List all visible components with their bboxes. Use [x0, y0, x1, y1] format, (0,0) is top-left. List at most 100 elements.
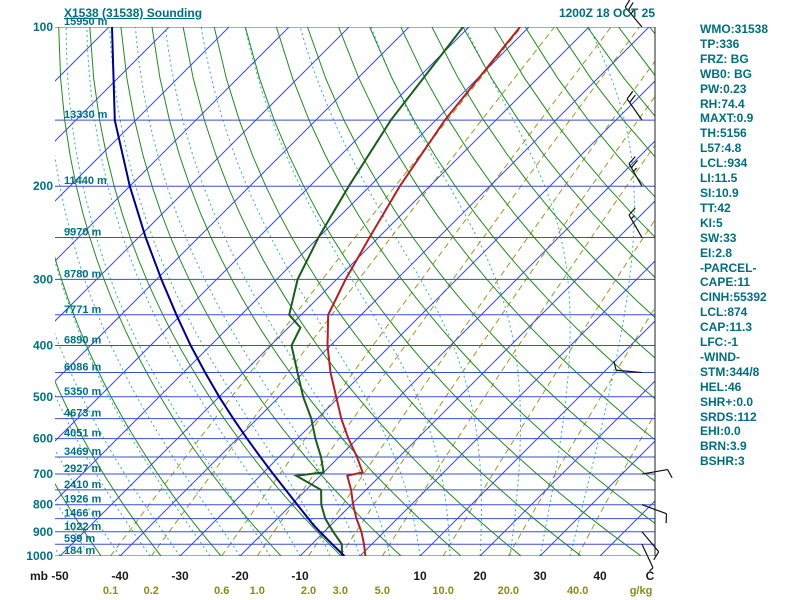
pressure-tick-label: 200: [33, 179, 53, 193]
mixratio-tick-label: 20.0: [498, 585, 519, 597]
pressure-tick-label: 900: [33, 525, 53, 539]
height-label: 599 m: [64, 533, 95, 545]
height-label: 2410 m: [64, 479, 102, 491]
pressure-tick-label: 300: [33, 272, 53, 286]
temp-tick-label: -10: [291, 569, 309, 583]
stats-line: CAPE:11: [700, 275, 751, 290]
isotherm-line: [55, 27, 350, 322]
mixratio-tick-label: 0.2: [144, 585, 159, 597]
mixing-ratio-line: [221, 27, 612, 556]
wind-barb-tick: [626, 90, 634, 100]
height-label: 1926 m: [64, 494, 102, 506]
stats-line: SI:10.9: [700, 185, 739, 200]
stats-line: SRDS:112: [700, 409, 757, 424]
mixratio-tick-label: 3.0: [333, 585, 348, 597]
pressure-tick-label: 600: [33, 432, 53, 446]
chart-background: [55, 27, 655, 556]
pressure-tick-label: 100: [33, 20, 53, 34]
moist-adiabat-line: [55, 448, 121, 556]
isotherm-line: [239, 140, 655, 556]
wind-barb-tick: [667, 469, 673, 479]
height-label: 15950 m: [64, 16, 108, 28]
moist-adiabat-line: [134, 27, 361, 556]
isotherm-line: [59, 27, 590, 556]
wind-barb-tick: [628, 207, 636, 216]
height-label: 6890 m: [64, 334, 102, 346]
moist-adiabat-line: [200, 27, 421, 556]
stats-line: HEL:46: [700, 379, 742, 394]
stats-line: LCL:874: [700, 305, 748, 320]
pressure-tick-label: 400: [33, 338, 53, 352]
pressure-tick-label: 500: [33, 390, 53, 404]
wind-barb-halftick: [633, 167, 638, 172]
dry-adiabat-line: [120, 27, 402, 556]
stats-line: STM:344/8: [700, 364, 760, 379]
stats-line: L57:4.8: [700, 141, 742, 156]
temp-tick-label: -20: [231, 569, 249, 583]
wind-barb-tick: [630, 160, 638, 169]
stats-panel: WMO:31538 TP:336 FRZ: BG WB0: BG PW:0.23 RH:7…: [700, 22, 768, 469]
isotherm-line: [179, 80, 655, 556]
isotherm-line: [539, 440, 655, 556]
mixing-ratio-line: [381, 144, 655, 556]
pressure-axis-unit: mb: [30, 569, 48, 583]
moist-adiabat-line: [55, 154, 241, 556]
mixratio-tick-label: 5.0: [375, 585, 390, 597]
moist-adiabat-line: [55, 259, 211, 556]
temp-tick-label: -50: [51, 569, 69, 583]
isotherm-line: [359, 260, 655, 556]
height-label: 6086 m: [64, 362, 102, 374]
height-label: 7771 m: [64, 304, 102, 316]
temp-tick-label: -30: [171, 569, 189, 583]
mixing-ratio-line: [150, 27, 555, 556]
height-label: 3469 m: [64, 446, 102, 458]
stats-line: EI:2.8: [700, 245, 733, 260]
wind-barb-tick: [628, 156, 636, 165]
pressure-tick-label: 700: [33, 467, 53, 481]
isotherm-line: [55, 27, 410, 382]
isotherm-line: [55, 27, 290, 262]
stats-line: BRN:3.9: [700, 439, 747, 454]
mixratio-axis-unit: g/kg: [630, 585, 653, 597]
dry-adiabat-line: [55, 255, 222, 556]
height-label: 8780 m: [64, 268, 102, 280]
isotherm-line: [55, 27, 530, 502]
temp-tick-label: 30: [533, 569, 547, 583]
temp-axis-unit: C: [646, 569, 655, 583]
datetime-label: 1200Z 18 OCT 25: [558, 6, 655, 20]
wind-barb-shaft: [616, 369, 643, 374]
wind-barb-tick: [653, 551, 660, 561]
stats-line: TT:42: [700, 200, 731, 215]
moist-adiabat-line: [65, 27, 271, 556]
stats-line: SW:33: [700, 230, 737, 245]
stats-line: KI:5: [700, 215, 723, 230]
pressure-tick-label: 1000: [26, 549, 53, 563]
isotherm-line: [55, 27, 470, 442]
wind-barb-tick: [627, 2, 634, 11]
height-label: 2927 m: [64, 463, 102, 475]
wind-barb-tick: [613, 360, 617, 371]
isotherm-line: [55, 27, 230, 202]
isotherm-line: [479, 380, 655, 556]
moist-adiabat-line: [55, 393, 151, 556]
temp-tick-label: 40: [593, 569, 607, 583]
page-title: X1538 (31538) Sounding: [64, 6, 203, 20]
sounding-profiles: [111, 27, 521, 556]
dry-adiabat-line: [151, 27, 462, 556]
wind-barb-shaft: [641, 468, 668, 475]
height-label: 1466 m: [64, 508, 102, 520]
dry-adiabat-line: [55, 380, 162, 556]
height-label: 4673 m: [64, 408, 102, 420]
mixratio-tick-label: 0.1: [103, 585, 118, 597]
isotherm-line: [299, 200, 655, 556]
stats-line: TH:5156: [700, 126, 747, 141]
dewpoint-profile: [288, 27, 464, 556]
stats-line: LCL:934: [700, 156, 748, 171]
mixratio-tick-label: 0.6: [214, 585, 229, 597]
stats-line: BSHR:3: [700, 454, 745, 469]
dry-adiabat-line: [58, 27, 282, 556]
height-label: 13330 m: [64, 109, 108, 121]
dry-adiabat-line: [244, 27, 642, 556]
stats-line: PW:0.23: [700, 81, 747, 96]
